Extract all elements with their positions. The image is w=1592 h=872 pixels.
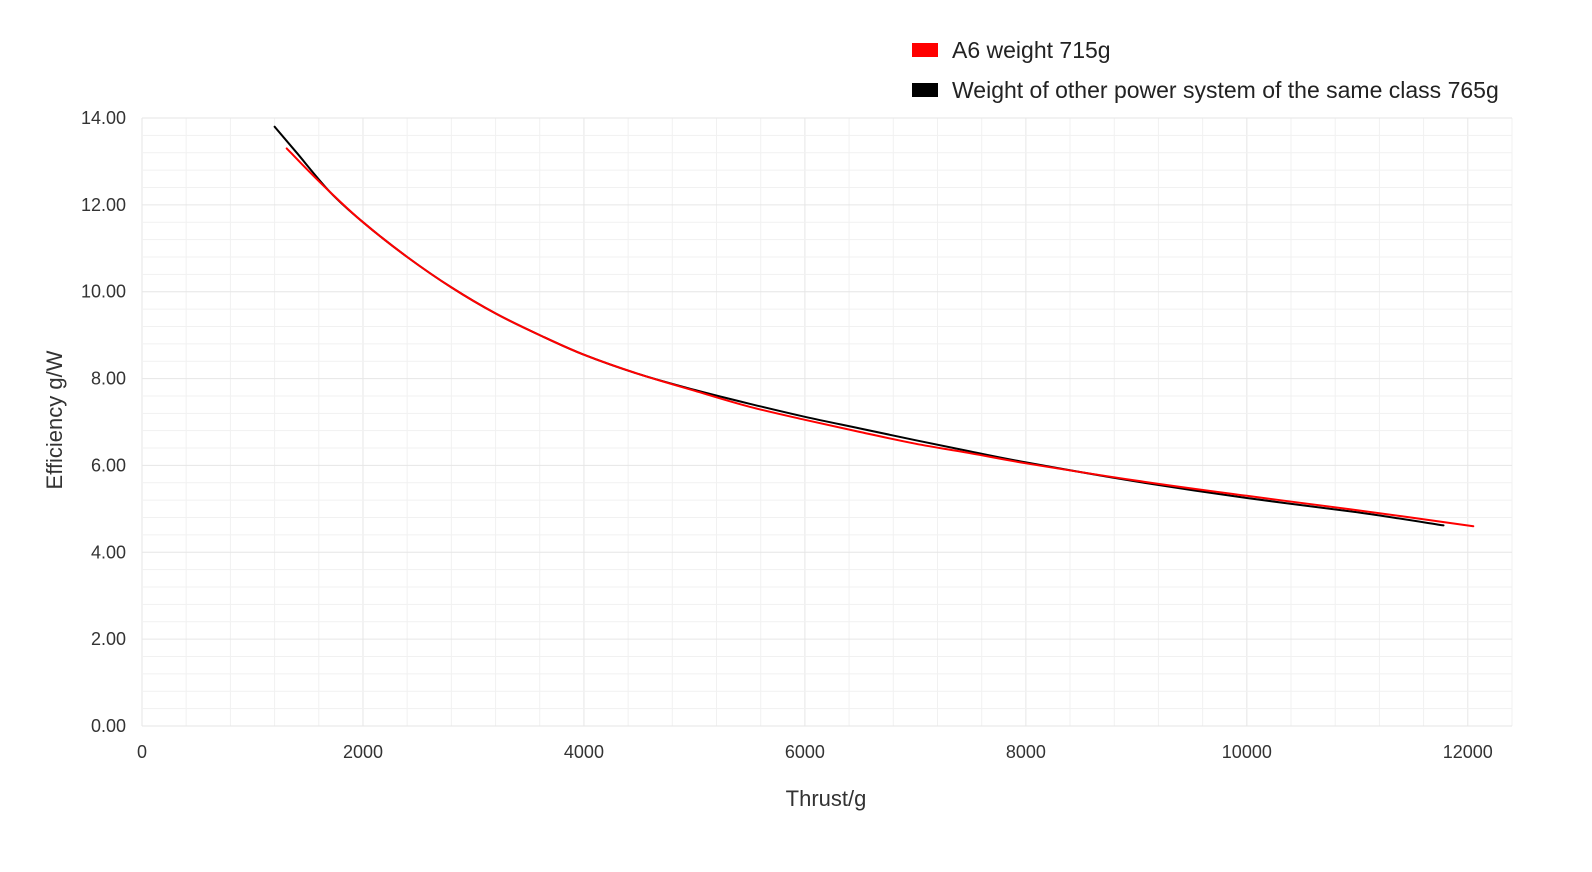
y-tick-label: 4.00 — [91, 542, 126, 562]
y-tick-label: 8.00 — [91, 369, 126, 389]
chart-grid — [141, 117, 1513, 727]
chart-series — [273, 125, 1475, 528]
y-tick-label: 0.00 — [91, 716, 126, 736]
y-tick-label: 12.00 — [81, 195, 126, 215]
y-tick-label: 14.00 — [81, 108, 126, 128]
x-tick-label: 6000 — [785, 742, 825, 762]
x-tick-label: 4000 — [564, 742, 604, 762]
y-tick-label: 2.00 — [91, 629, 126, 649]
legend-swatch-a6 — [912, 43, 938, 57]
legend-item-other: Weight of other power system of the same… — [912, 70, 1499, 110]
x-tick-label: 8000 — [1006, 742, 1046, 762]
legend-label-other: Weight of other power system of the same… — [952, 76, 1499, 103]
chart-legend: A6 weight 715g Weight of other power sys… — [912, 30, 1499, 110]
y-tick-label: 6.00 — [91, 455, 126, 475]
legend-item-a6: A6 weight 715g — [912, 30, 1499, 70]
legend-label-a6: A6 weight 715g — [952, 36, 1111, 63]
x-axis-title: Thrust/g — [786, 786, 867, 811]
series-line-a6 — [285, 147, 1475, 528]
chart-ticks: 0 2000 4000 6000 8000 10000 12000 0.00 2.00 4.00 6… — [81, 108, 1493, 762]
y-tick-label: 10.00 — [81, 282, 126, 302]
y-axis-title: Efficiency g/W — [42, 350, 67, 489]
x-tick-label: 12000 — [1443, 742, 1493, 762]
x-tick-label: 0 — [137, 742, 147, 762]
x-tick-label: 2000 — [343, 742, 383, 762]
x-tick-label: 10000 — [1222, 742, 1272, 762]
legend-swatch-other — [912, 83, 938, 97]
